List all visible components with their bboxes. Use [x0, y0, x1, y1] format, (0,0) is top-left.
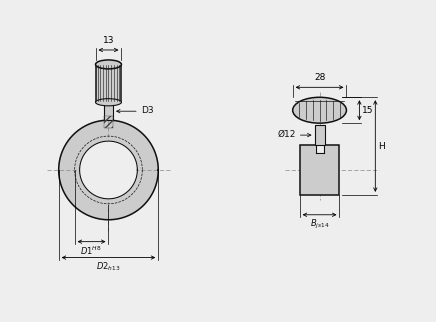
Polygon shape: [80, 141, 137, 199]
Bar: [300, 145, 340, 195]
Text: D3: D3: [141, 106, 153, 115]
Bar: [315, 125, 324, 145]
Bar: [104, 102, 113, 120]
Text: $B_{js14}$: $B_{js14}$: [310, 218, 329, 231]
Ellipse shape: [293, 97, 347, 123]
Polygon shape: [59, 120, 158, 220]
Text: Ø12: Ø12: [277, 130, 296, 138]
Text: $D1^{H8}$: $D1^{H8}$: [80, 245, 101, 257]
Bar: [95, 64, 121, 102]
Text: H: H: [378, 142, 385, 151]
Text: $D2_{h13}$: $D2_{h13}$: [96, 260, 121, 273]
Text: 13: 13: [103, 36, 114, 45]
Ellipse shape: [95, 99, 121, 106]
Polygon shape: [316, 145, 324, 153]
Bar: [104, 116, 113, 128]
Ellipse shape: [95, 60, 121, 69]
Text: 15: 15: [362, 106, 374, 115]
Text: 28: 28: [314, 73, 325, 82]
